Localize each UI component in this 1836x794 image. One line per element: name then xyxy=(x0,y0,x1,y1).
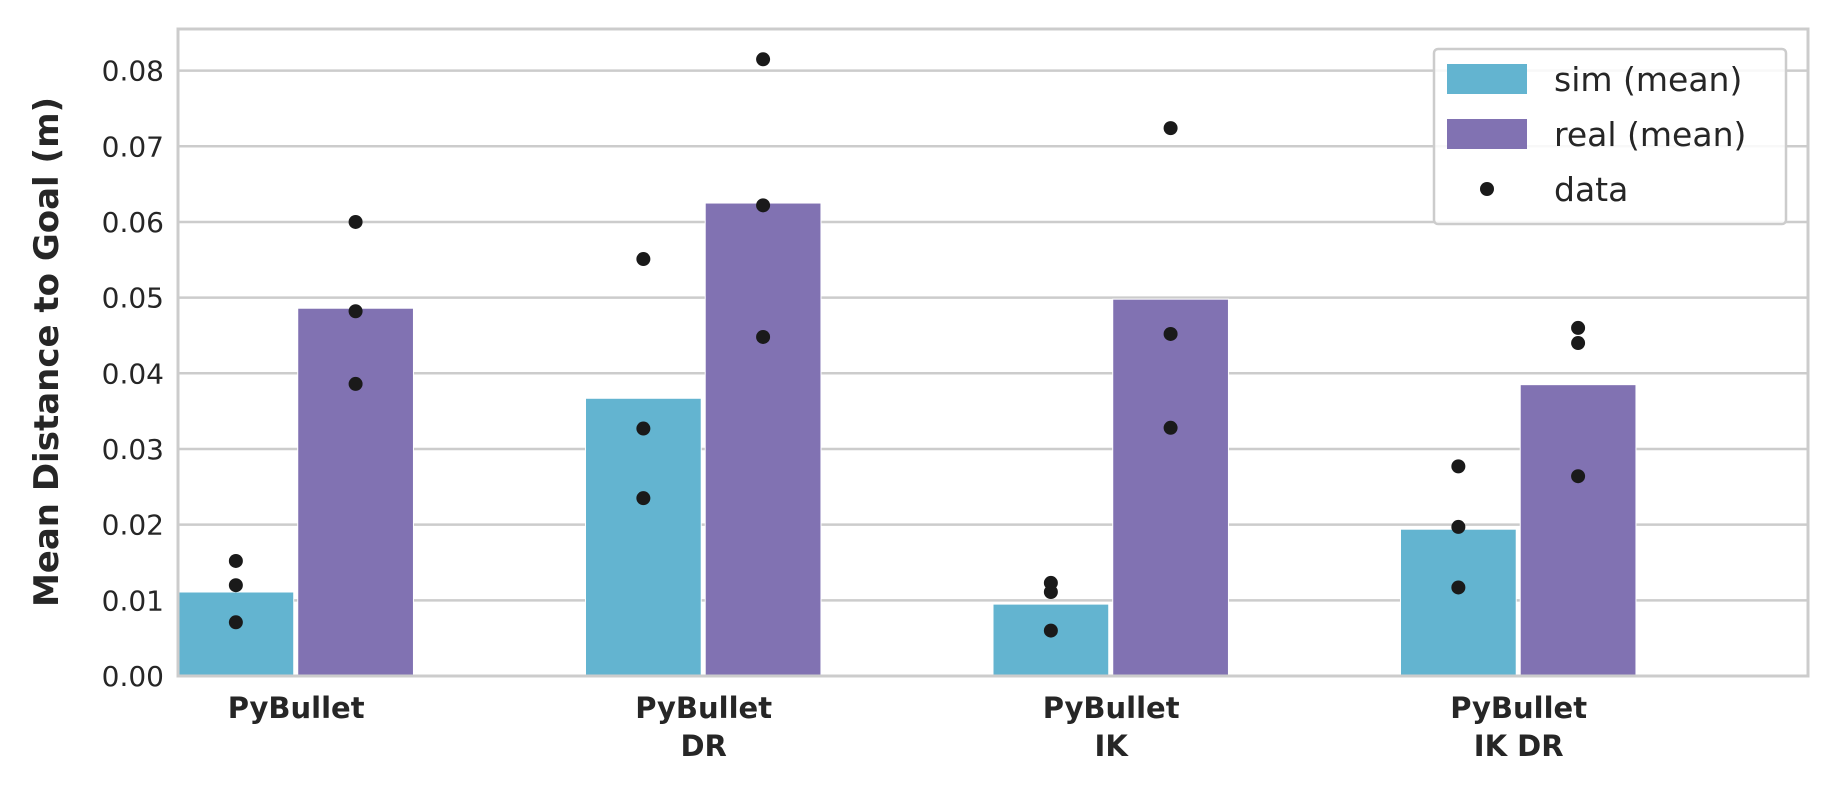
x-category-label: PyBullet xyxy=(228,691,365,725)
data-point xyxy=(228,578,243,593)
data-point xyxy=(228,615,243,630)
y-tick-label: 0.06 xyxy=(102,206,164,239)
y-tick-labels: 0.00 0.01 0.02 0.03 0.04 0.05 0.06 0.07 0.08 xyxy=(102,55,164,693)
bar-sim xyxy=(177,591,295,677)
y-tick-label: 0.05 xyxy=(102,282,164,315)
bar-real xyxy=(1112,298,1229,677)
legend-label-real: real (mean) xyxy=(1554,115,1746,154)
bar-real xyxy=(297,307,414,677)
data-point xyxy=(756,198,771,213)
legend-swatch-sim xyxy=(1447,64,1527,94)
data-point xyxy=(1451,459,1466,474)
bar-sim xyxy=(585,397,702,677)
data-point xyxy=(636,252,651,267)
data-point xyxy=(348,304,363,319)
bar-real xyxy=(1519,384,1637,677)
data-point xyxy=(228,553,243,568)
data-point xyxy=(756,329,771,344)
bar-real xyxy=(704,202,822,677)
data-point xyxy=(1451,519,1466,534)
y-tick-label: 0.07 xyxy=(102,130,164,163)
bars xyxy=(177,202,1637,677)
data-point xyxy=(1571,469,1586,484)
bar-sim xyxy=(992,603,1110,677)
legend-marker-data xyxy=(1480,182,1494,196)
data-point xyxy=(1571,320,1586,335)
data-point xyxy=(636,491,651,506)
y-tick-label: 0.00 xyxy=(102,660,164,693)
x-category-labels: PyBullet PyBullet DR PyBullet IK PyBullet IK D… xyxy=(228,691,1587,763)
y-tick-label: 0.04 xyxy=(102,357,164,390)
data-point xyxy=(348,214,363,229)
legend-swatch-real xyxy=(1447,119,1527,149)
data-point xyxy=(1571,336,1586,351)
y-axis-label: Mean Distance to Goal (m) xyxy=(27,97,67,607)
x-category-label: PyBullet xyxy=(1043,691,1180,725)
data-points xyxy=(228,52,1586,638)
y-tick-label: 0.08 xyxy=(102,55,164,88)
y-tick-label: 0.01 xyxy=(102,584,164,617)
data-point xyxy=(1163,121,1178,136)
data-point xyxy=(1043,623,1058,638)
data-point xyxy=(1043,585,1058,600)
x-category-label: PyBullet xyxy=(1450,691,1587,725)
y-tick-label: 0.02 xyxy=(102,509,164,542)
data-point xyxy=(636,421,651,436)
x-category-label: DR xyxy=(680,729,726,763)
legend-label-data: data xyxy=(1554,170,1628,209)
bar-sim xyxy=(1400,528,1517,677)
data-point xyxy=(1163,326,1178,341)
plot-frame xyxy=(176,27,1810,678)
legend: sim (mean) real (mean) data xyxy=(1432,47,1788,226)
data-point xyxy=(756,52,771,67)
x-category-label: IK xyxy=(1095,729,1130,763)
y-tick-label: 0.03 xyxy=(102,433,164,466)
x-category-label: PyBullet xyxy=(635,691,772,725)
data-point xyxy=(1163,420,1178,435)
data-point xyxy=(348,376,363,391)
x-category-label: IK DR xyxy=(1474,729,1564,763)
data-point xyxy=(1451,580,1466,595)
legend-label-sim: sim (mean) xyxy=(1554,60,1742,99)
